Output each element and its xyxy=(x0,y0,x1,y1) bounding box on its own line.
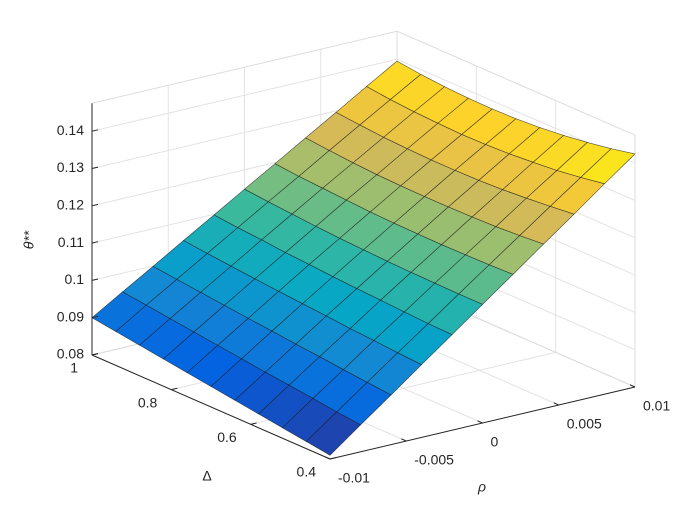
tick-mark xyxy=(91,278,99,281)
tick-mark xyxy=(91,241,99,244)
tick-mark xyxy=(477,420,483,424)
z-tick-label: 0.14 xyxy=(57,122,84,138)
y-tick-label: 1 xyxy=(70,360,78,376)
x-axis-label: ρ xyxy=(477,479,486,495)
y-tick-label: 0.6 xyxy=(217,429,237,445)
x-tick-label: 0.01 xyxy=(643,398,670,414)
z-tick-label: 0.12 xyxy=(57,197,84,213)
z-tick-label: 0.13 xyxy=(57,159,84,175)
box-line xyxy=(396,30,636,136)
box-line xyxy=(91,30,398,104)
surface-patch xyxy=(305,411,361,456)
y-tick-label: 0.4 xyxy=(297,464,317,480)
tick-mark xyxy=(91,353,99,356)
z-axis-label: θ** xyxy=(21,230,37,249)
tick-mark xyxy=(629,384,636,388)
x-tick-label: 0 xyxy=(491,434,499,450)
z-tick-label: 0.08 xyxy=(57,346,84,362)
y-tick-label: 0.8 xyxy=(138,394,158,410)
z-tick-label: 0.1 xyxy=(65,271,85,287)
z-tick-label: 0.11 xyxy=(58,234,84,250)
tick-mark xyxy=(91,315,99,319)
tick-mark xyxy=(171,387,178,391)
tick-mark xyxy=(401,438,407,442)
x-tick-label: -0.01 xyxy=(338,470,370,486)
y-axis-label: Δ xyxy=(202,468,211,484)
tick-mark xyxy=(553,402,559,406)
tick-mark xyxy=(91,203,99,207)
tick-mark xyxy=(91,166,99,169)
tick-mark xyxy=(250,422,257,425)
x-tick-label: -0.005 xyxy=(414,452,454,468)
x-tick-label: 0.005 xyxy=(567,416,602,432)
z-tick-label: 0.09 xyxy=(57,308,84,324)
tick-mark xyxy=(329,457,337,460)
axis-line xyxy=(91,354,331,460)
tick-mark xyxy=(91,129,99,132)
tick-mark xyxy=(324,456,331,460)
